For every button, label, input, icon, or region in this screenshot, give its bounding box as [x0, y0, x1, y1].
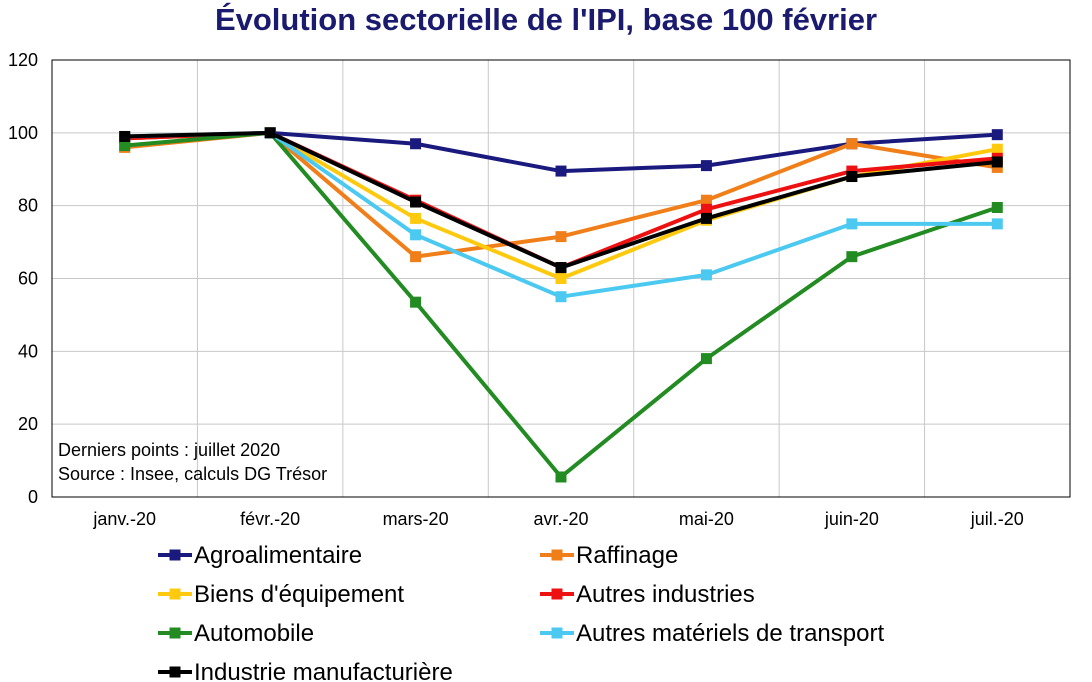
legend-label: Industrie manufacturière	[194, 659, 453, 682]
legend-label: Raffinage	[576, 542, 678, 569]
data-point	[410, 296, 422, 308]
data-point	[991, 143, 1003, 155]
legend-item: Biens d'équipement	[158, 581, 404, 608]
data-point	[700, 353, 712, 365]
data-point	[410, 212, 422, 224]
data-point	[555, 231, 567, 243]
legend-label: Autres matériels de transport	[576, 620, 884, 647]
data-point	[555, 262, 567, 274]
x-axis-ticks: janv.-20 févr.-20 mars-20 avr.-20 mai-20 juin…	[92, 509, 1023, 529]
data-point	[555, 471, 567, 483]
data-point	[700, 269, 712, 281]
legend-swatch-marker	[551, 627, 563, 639]
data-point	[846, 138, 858, 150]
x-tick-label: juil.-20	[970, 509, 1024, 529]
data-point	[119, 130, 131, 142]
legend-swatch-marker	[551, 588, 563, 600]
y-tick-label: 100	[8, 123, 38, 143]
legend-label: Agroalimentaire	[194, 542, 362, 569]
y-tick-label: 20	[18, 414, 38, 434]
series-1	[119, 127, 1003, 263]
data-point	[846, 218, 858, 230]
data-point	[264, 127, 276, 139]
legend-swatch-marker	[169, 549, 181, 561]
y-tick-label: 0	[28, 487, 38, 507]
data-point	[410, 138, 422, 150]
chart-notes: Derniers points : juillet 2020 Source : I…	[58, 440, 327, 484]
legend-item: Industrie manufacturière	[158, 659, 453, 682]
data-point	[846, 171, 858, 183]
legend-swatch-marker	[551, 549, 563, 561]
legend-swatch-marker	[169, 588, 181, 600]
series-line	[124, 130, 998, 479]
legend-label: Automobile	[194, 620, 314, 647]
x-tick-label: févr.-20	[240, 509, 300, 529]
series-lines	[119, 127, 1003, 483]
data-point	[991, 201, 1003, 213]
data-point	[700, 212, 712, 224]
data-point	[700, 203, 712, 215]
data-point	[700, 194, 712, 206]
legend-item: Raffinage	[540, 542, 678, 569]
series-line	[124, 130, 998, 270]
series-4	[119, 127, 1003, 483]
legend-label: Autres industries	[576, 581, 755, 608]
data-point	[555, 273, 567, 284]
data-point	[410, 229, 422, 241]
legend: Agroalimentaire Raffinage Biens d'équipeme…	[158, 542, 884, 682]
series-line	[124, 130, 998, 270]
y-axis-ticks: 0 20 40 60 80 100 120	[8, 50, 38, 507]
y-tick-label: 120	[8, 50, 38, 70]
data-point	[410, 251, 422, 263]
y-tick-label: 80	[18, 196, 38, 216]
data-point	[991, 129, 1003, 141]
data-point	[846, 251, 858, 263]
x-tick-label: juin-20	[824, 509, 879, 529]
y-tick-label: 60	[18, 269, 38, 289]
series-6	[119, 127, 1003, 274]
x-tick-label: mai-20	[679, 509, 734, 529]
plot-frame	[51, 59, 1071, 498]
chart-note: Source : Insee, calculs DG Trésor	[58, 464, 327, 484]
data-point	[410, 196, 422, 208]
data-point	[119, 140, 131, 152]
data-point	[555, 165, 567, 177]
x-tick-label: avr.-20	[533, 509, 588, 529]
legend-swatch-marker	[169, 666, 181, 678]
legend-item: Autres matériels de transport	[540, 620, 884, 647]
legend-item: Autres industries	[540, 581, 755, 608]
data-point	[991, 156, 1003, 168]
legend-swatch-marker	[169, 627, 181, 639]
legend-item: Automobile	[158, 620, 314, 647]
x-tick-label: mars-20	[383, 509, 449, 529]
data-point	[555, 291, 567, 303]
x-tick-label: janv.-20	[92, 509, 156, 529]
chart-title: Évolution sectorielle de l'IPI, base 100…	[214, 2, 878, 37]
y-tick-label: 40	[18, 341, 38, 361]
data-point	[991, 218, 1003, 230]
data-point	[700, 160, 712, 172]
legend-label: Biens d'équipement	[194, 581, 404, 608]
chart-note: Derniers points : juillet 2020	[58, 440, 280, 460]
series-line	[124, 130, 998, 174]
legend-item: Agroalimentaire	[158, 542, 362, 569]
